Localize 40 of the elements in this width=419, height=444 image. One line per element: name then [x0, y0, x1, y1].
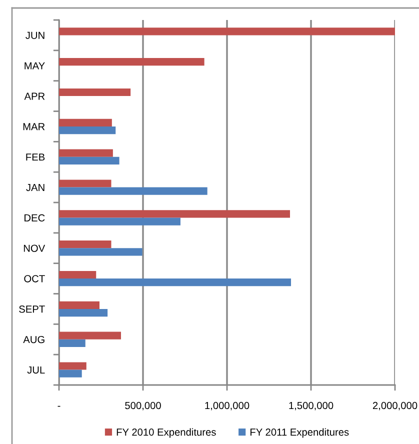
legend-label: FY 2010 Expenditures: [116, 428, 216, 438]
bar: [59, 118, 112, 126]
bar: [59, 58, 204, 66]
y-tick-label: JAN: [26, 184, 44, 192]
bar: [59, 149, 113, 157]
bar: [59, 308, 108, 317]
y-tick-label: DEC: [24, 214, 45, 222]
y-tick-label: FEB: [26, 154, 45, 161]
y-tick-label: SEPT: [19, 306, 45, 313]
bar: [59, 332, 121, 340]
legend-label: FY 2011 Expenditures: [250, 428, 349, 438]
bar: [59, 270, 96, 279]
y-tick-label: NOV: [24, 244, 46, 252]
y-tick-label: JUN: [26, 32, 44, 39]
y-tick-label: OCT: [24, 275, 45, 282]
x-tick-label: -: [58, 406, 60, 407]
bar: [59, 278, 292, 286]
x-tick-label: 500,000: [125, 402, 161, 410]
bar: [59, 28, 395, 36]
x-tick-label: 1,000,000: [205, 402, 250, 410]
bar: [59, 156, 120, 164]
bar: [59, 240, 112, 248]
y-tick-label: AUG: [23, 336, 44, 344]
bar: [59, 370, 82, 378]
y-tick-label: MAY: [24, 62, 45, 70]
bar: [59, 301, 100, 309]
bar: [59, 126, 116, 134]
bar: [59, 88, 131, 96]
bar: [59, 248, 142, 256]
bar: [59, 339, 86, 347]
x-tick-label: 2,000,000: [372, 402, 418, 410]
bar: [59, 218, 180, 226]
bar: [59, 180, 112, 188]
bar: [59, 187, 208, 195]
y-tick-label: APR: [24, 92, 45, 100]
x-tick-label: 1,500,000: [289, 402, 334, 410]
bar: [59, 362, 86, 370]
y-tick-label: MAR: [23, 123, 45, 130]
bar: [59, 210, 290, 218]
y-tick-label: JUL: [27, 366, 45, 374]
